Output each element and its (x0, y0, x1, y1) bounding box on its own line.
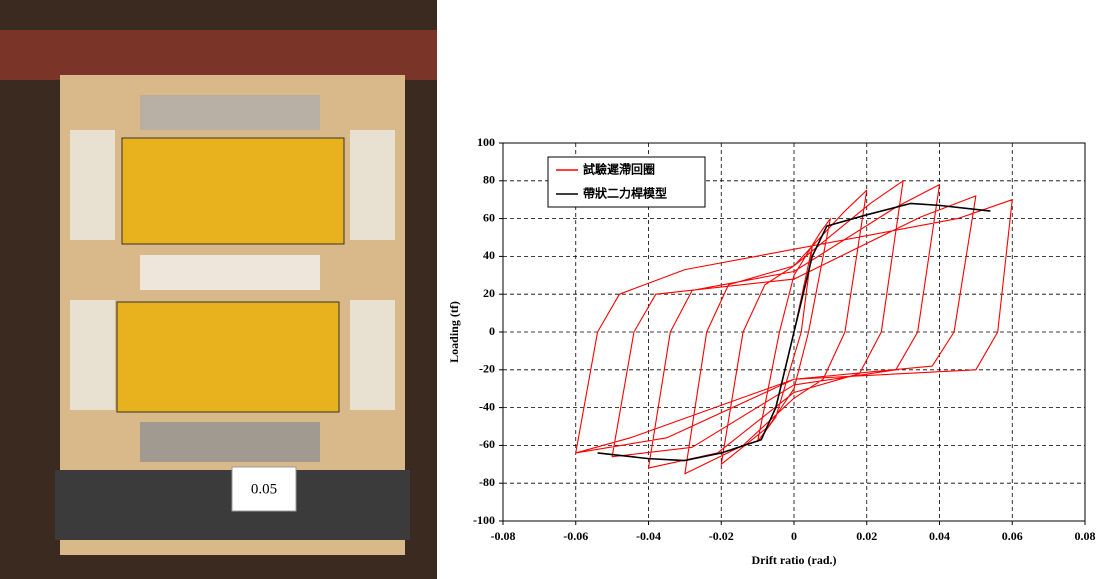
x-tick-label: 0 (791, 529, 797, 543)
plot-frame (502, 142, 1086, 522)
x-tick-label: 0.02 (856, 529, 877, 543)
y-tick-label: -40 (479, 399, 495, 413)
x-tick-label: -0.08 (491, 529, 516, 543)
y-tick-label: -100 (473, 513, 495, 527)
steel-panel (116, 301, 340, 413)
y-tick-label: 80 (483, 173, 495, 187)
x-tick-label: -0.02 (709, 529, 734, 543)
chart: -0.08 -0.06 -0.04 -0.02 0 0.02 0.04 0.06 0.08 -10… (447, 135, 1096, 567)
series-line (597, 202, 991, 462)
y-tick-label: 100 (477, 135, 495, 149)
x-tick-label: -0.04 (636, 529, 661, 543)
y-tick-label: 20 (483, 286, 495, 300)
column-panel (70, 130, 115, 240)
y-tick-label: 0 (489, 324, 495, 338)
x-tick-label: 0.08 (1075, 529, 1096, 543)
beam (0, 30, 437, 80)
column-panel (350, 130, 395, 240)
link (140, 255, 320, 290)
legend (547, 156, 706, 208)
y-axis-label: Loading (tf) (447, 301, 461, 363)
y-tick-label: -80 (479, 475, 495, 489)
legend-label: 帶狀二力桿模型 (583, 186, 667, 201)
y-tick-label: -20 (479, 362, 495, 376)
x-tick-label: 0.04 (929, 529, 950, 543)
photo: 0.05 (0, 0, 437, 579)
column-panel (70, 300, 115, 410)
legend-label: 試驗遲滯回圈 (583, 162, 655, 177)
y-tick-label: -60 (479, 437, 495, 451)
label-card (231, 466, 297, 512)
link (140, 95, 320, 130)
x-tick-label: -0.06 (563, 529, 588, 543)
x-tick-label: 0.06 (1002, 529, 1023, 543)
y-tick-label: 60 (483, 210, 495, 224)
link (140, 422, 320, 462)
photo-label: 0.05 (251, 481, 277, 497)
y-tick-label: 40 (483, 248, 495, 262)
x-axis-label: Drift ratio (rad.) (752, 553, 837, 567)
column-panel (350, 300, 395, 410)
steel-panel (121, 137, 345, 245)
